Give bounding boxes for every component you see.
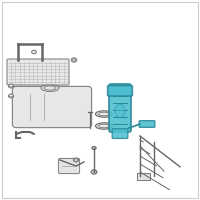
FancyBboxPatch shape: [7, 59, 69, 85]
Ellipse shape: [8, 84, 14, 88]
Ellipse shape: [44, 86, 56, 90]
Ellipse shape: [92, 146, 96, 150]
FancyBboxPatch shape: [137, 173, 151, 181]
FancyBboxPatch shape: [139, 121, 155, 127]
FancyBboxPatch shape: [112, 129, 128, 138]
Ellipse shape: [41, 84, 59, 91]
FancyBboxPatch shape: [108, 86, 132, 96]
Ellipse shape: [115, 104, 125, 118]
Ellipse shape: [8, 94, 14, 98]
FancyBboxPatch shape: [109, 84, 131, 132]
Ellipse shape: [74, 158, 78, 162]
FancyBboxPatch shape: [58, 158, 80, 174]
Ellipse shape: [72, 59, 76, 61]
Ellipse shape: [91, 170, 97, 174]
Ellipse shape: [71, 58, 77, 62]
Ellipse shape: [96, 123, 112, 129]
Ellipse shape: [98, 124, 110, 128]
Ellipse shape: [96, 111, 112, 117]
FancyBboxPatch shape: [12, 86, 92, 128]
Ellipse shape: [98, 112, 110, 116]
Ellipse shape: [32, 50, 36, 54]
